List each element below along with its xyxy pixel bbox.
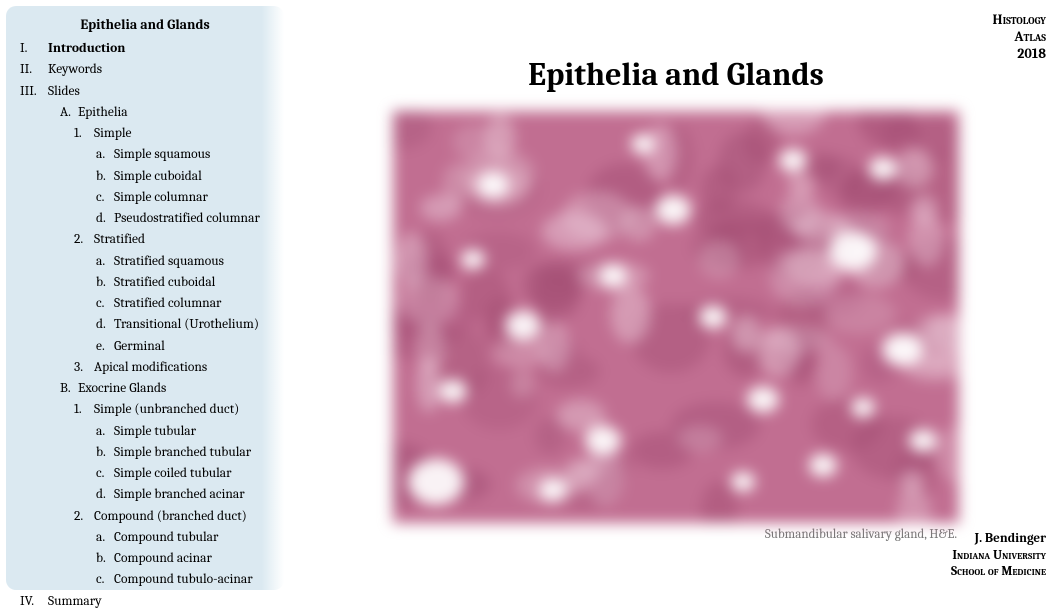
toc-item[interactable]: IV.Summary [14, 592, 276, 612]
toc-item[interactable]: b.Stratified cuboidal [14, 273, 276, 293]
toc-label: Epithelia [78, 103, 276, 123]
toc-label: Simple coiled tubular [114, 464, 276, 484]
toc-label: Stratified cuboidal [114, 273, 276, 293]
toc-number: c. [96, 464, 114, 484]
toc-number: 2. [74, 507, 94, 527]
toc-number: a. [96, 252, 114, 272]
toc-number: 1. [74, 400, 94, 420]
toc-label: Keywords [48, 60, 276, 80]
histology-image [393, 111, 959, 523]
toc-item[interactable]: III.Slides [14, 82, 276, 102]
page-title: Epithelia and Glands [290, 56, 1062, 93]
toc-number: 3. [74, 358, 94, 378]
toc-number: c. [96, 188, 114, 208]
toc-item[interactable]: d.Simple branched acinar [14, 485, 276, 505]
toc-label: Simple (unbranched duct) [94, 400, 276, 420]
toc-label: Stratified [94, 230, 276, 250]
toc-label: Compound tubulo-acinar [114, 570, 276, 590]
toc-item[interactable]: b.Simple cuboidal [14, 167, 276, 187]
toc-number: 2. [74, 230, 94, 250]
toc-label: Pseudostratified columnar [114, 209, 276, 229]
toc-number: c. [96, 294, 114, 314]
toc-label: Compound tubular [114, 528, 276, 548]
toc-number: II. [14, 60, 48, 80]
toc-label: Summary [48, 592, 276, 612]
toc-number: a. [96, 528, 114, 548]
toc-label: Compound acinar [114, 549, 276, 569]
toc-label: Apical modifications [94, 358, 276, 378]
toc-item[interactable]: c.Simple coiled tubular [14, 464, 276, 484]
toc-label: Simple branched acinar [114, 485, 276, 505]
toc-item[interactable]: 1.Simple [14, 124, 276, 144]
toc-label: Stratified squamous [114, 252, 276, 272]
toc-number: b. [96, 273, 114, 293]
footer-inst2: School of Medicine [951, 564, 1046, 580]
toc-item[interactable]: d.Transitional (Urothelium) [14, 315, 276, 335]
footer-right: J. Bendinger Indiana University School o… [951, 531, 1046, 580]
toc-item[interactable]: d.Pseudostratified columnar [14, 209, 276, 229]
toc-item[interactable]: a.Simple tubular [14, 422, 276, 442]
header-line2: Atlas [993, 29, 1046, 46]
toc-number: IV. [14, 592, 48, 612]
toc-item[interactable]: c.Stratified columnar [14, 294, 276, 314]
toc-label: Germinal [114, 337, 276, 357]
toc-item[interactable]: 1.Simple (unbranched duct) [14, 400, 276, 420]
toc-item[interactable]: c.Simple columnar [14, 188, 276, 208]
toc-number: b. [96, 443, 114, 463]
toc-label: Simple [94, 124, 276, 144]
toc-item[interactable]: II.Keywords [14, 60, 276, 80]
toc-number: a. [96, 145, 114, 165]
toc-item[interactable]: I.Introduction [14, 39, 276, 59]
main-content: Histology Atlas 2018 Epithelia and Gland… [290, 0, 1062, 598]
toc-number: B. [60, 379, 78, 399]
toc-label: Simple branched tubular [114, 443, 276, 463]
header-right: Histology Atlas 2018 [993, 12, 1046, 62]
header-line1: Histology [993, 12, 1046, 29]
toc-number: e. [96, 337, 114, 357]
toc-item[interactable]: e.Germinal [14, 337, 276, 357]
toc-item[interactable]: a.Stratified squamous [14, 252, 276, 272]
toc-item[interactable]: A.Epithelia [14, 103, 276, 123]
toc-number: c. [96, 570, 114, 590]
toc-number: III. [14, 82, 48, 102]
toc-item[interactable]: 2.Compound (branched duct) [14, 507, 276, 527]
toc-number: 1. [74, 124, 94, 144]
toc-list: I.IntroductionII.KeywordsIII.SlidesA.Epi… [14, 39, 276, 612]
toc-number: d. [96, 485, 114, 505]
toc-label: Compound (branched duct) [94, 507, 276, 527]
sidebar: Epithelia and Glands I.IntroductionII.Ke… [6, 6, 284, 590]
toc-label: Simple tubular [114, 422, 276, 442]
toc-item[interactable]: B.Exocrine Glands [14, 379, 276, 399]
toc-item[interactable]: b.Compound acinar [14, 549, 276, 569]
toc-number: I. [14, 39, 48, 59]
toc-item[interactable]: b.Simple branched tubular [14, 443, 276, 463]
toc-number: b. [96, 167, 114, 187]
toc-item[interactable]: 3.Apical modifications [14, 358, 276, 378]
toc-number: d. [96, 315, 114, 335]
toc-label: Slides [48, 82, 276, 102]
toc-item[interactable]: a.Simple squamous [14, 145, 276, 165]
toc-number: A. [60, 103, 78, 123]
toc-label: Introduction [48, 39, 276, 59]
sidebar-title: Epithelia and Glands [14, 16, 276, 33]
toc-item[interactable]: 2.Stratified [14, 230, 276, 250]
toc-label: Stratified columnar [114, 294, 276, 314]
toc-item[interactable]: c.Compound tubulo-acinar [14, 570, 276, 590]
toc-label: Simple columnar [114, 188, 276, 208]
toc-label: Simple squamous [114, 145, 276, 165]
header-year: 2018 [993, 46, 1046, 63]
footer-author: J. Bendinger [951, 531, 1046, 547]
toc-label: Exocrine Glands [78, 379, 276, 399]
toc-number: b. [96, 549, 114, 569]
toc-item[interactable]: a.Compound tubular [14, 528, 276, 548]
footer-inst1: Indiana University [951, 548, 1046, 564]
toc-label: Simple cuboidal [114, 167, 276, 187]
toc-number: d. [96, 209, 114, 229]
toc-number: a. [96, 422, 114, 442]
toc-label: Transitional (Urothelium) [114, 315, 276, 335]
